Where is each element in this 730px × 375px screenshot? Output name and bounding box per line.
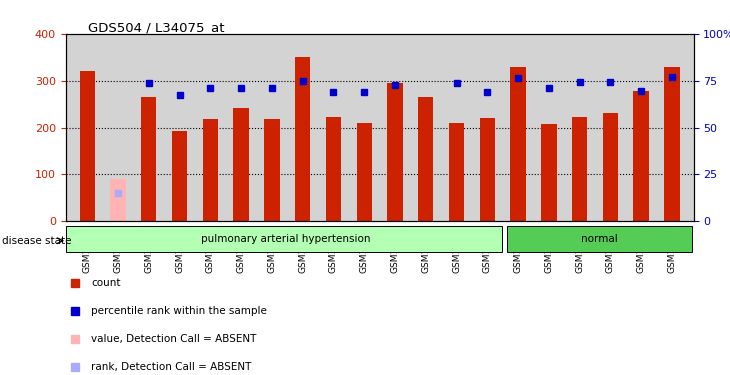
Bar [572,117,588,221]
Bar [664,67,680,221]
Bar [603,113,618,221]
Text: GDS504 / L34075_at: GDS504 / L34075_at [88,21,224,34]
Bar [634,91,649,221]
Bar [541,124,556,221]
Text: disease state: disease state [2,236,72,246]
Bar [418,97,434,221]
Text: normal: normal [581,234,618,244]
Bar [110,179,126,221]
Bar [449,123,464,221]
Text: value, Detection Call = ABSENT: value, Detection Call = ABSENT [91,334,257,344]
Bar [326,117,341,221]
Bar [264,119,280,221]
Bar [80,71,95,221]
Bar [510,67,526,221]
Bar [507,226,692,252]
Bar [172,131,188,221]
Text: count: count [91,278,121,288]
Bar [203,119,218,221]
Text: rank, Detection Call = ABSENT: rank, Detection Call = ABSENT [91,362,252,372]
Text: percentile rank within the sample: percentile rank within the sample [91,306,267,316]
Bar [295,57,310,221]
Bar [141,97,156,221]
Bar [388,83,403,221]
Bar [66,226,502,252]
Bar [356,123,372,221]
Bar [480,118,495,221]
Text: pulmonary arterial hypertension: pulmonary arterial hypertension [201,234,370,244]
Bar [234,108,249,221]
